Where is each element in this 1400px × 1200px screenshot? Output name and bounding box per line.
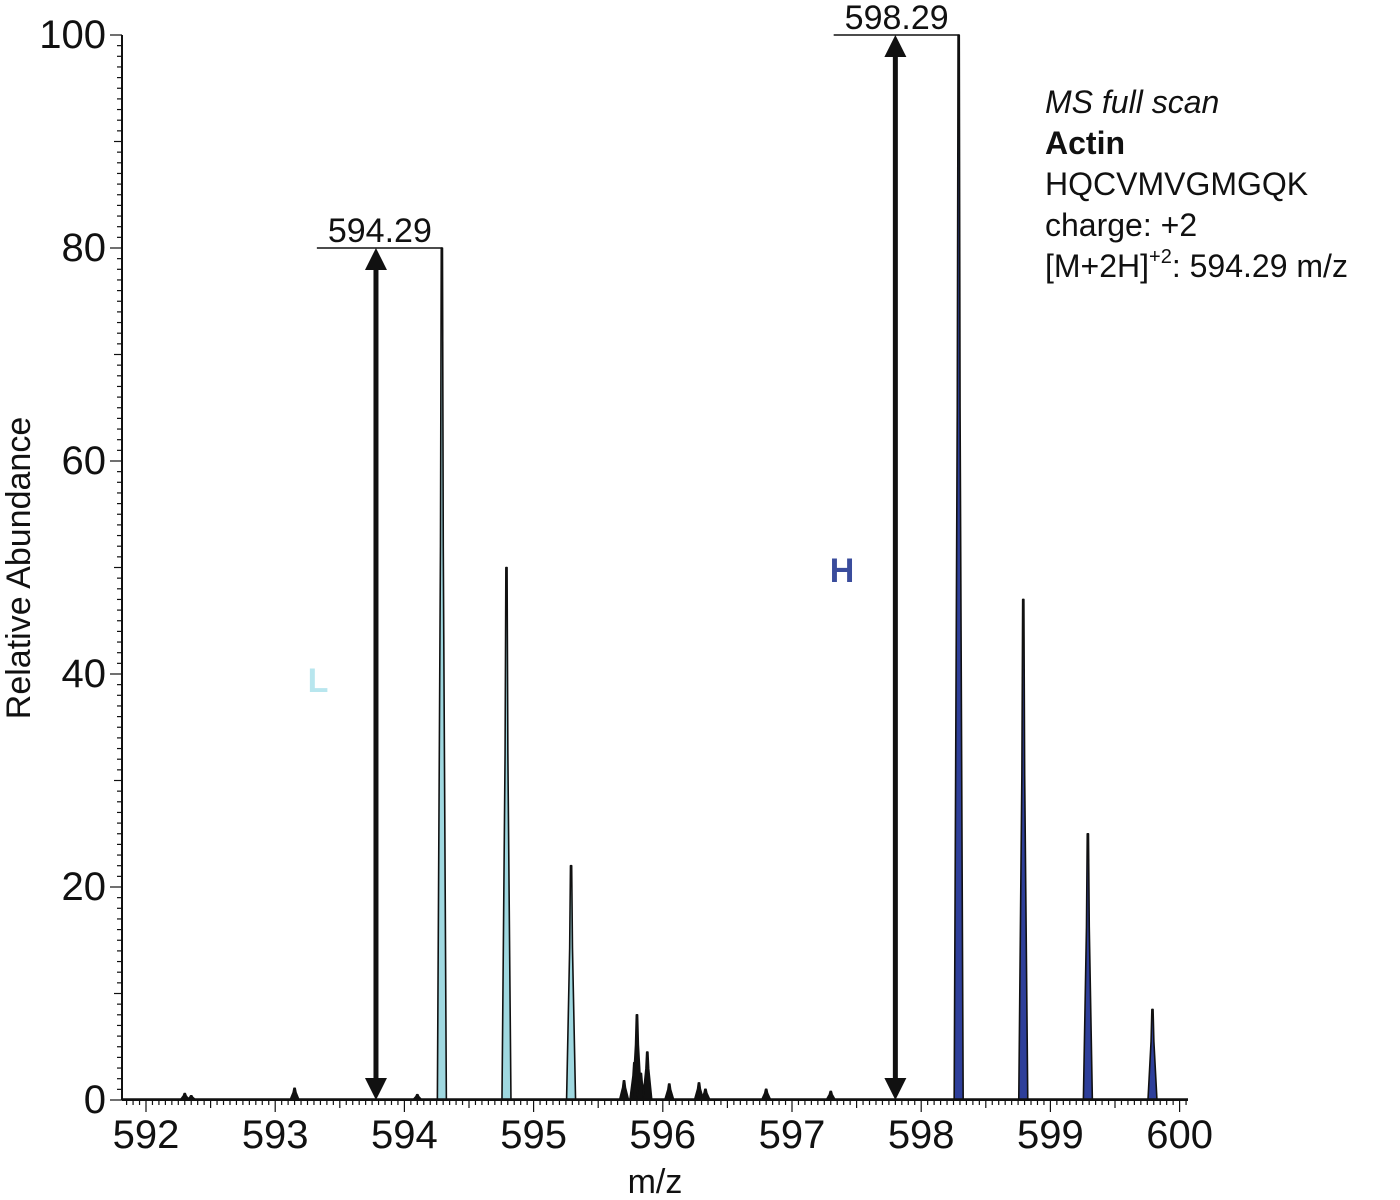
peak-label: 598.29 [845, 0, 949, 37]
peak-l [565, 864, 577, 1101]
scan-type: MS full scan [1045, 84, 1220, 120]
arrow-head-bottom [364, 1078, 387, 1100]
x-tick-label: 592 [113, 1113, 180, 1157]
minor-peak [663, 1083, 675, 1101]
isotope-peaks [122, 34, 1188, 1101]
info-box: MS full scan Actin HQCVMVGMGQK charge: +… [1045, 82, 1348, 287]
protein-name: Actin [1045, 125, 1125, 161]
peak-label: 594.29 [328, 212, 432, 250]
ion-value: : 594.29 m/z [1171, 248, 1348, 284]
minor-peak [700, 1088, 711, 1101]
axes: 0 20 40 60 80 100 592 593 594 595 596 597 598 599 600 [39, 13, 1213, 1157]
arrows [364, 35, 907, 1100]
peak-l [436, 247, 448, 1101]
x-tick-label: 595 [500, 1113, 567, 1157]
arrow-head-top [884, 35, 907, 57]
minor-peak [289, 1087, 300, 1101]
annotations: 594.29 598.29 L H [308, 0, 959, 700]
x-tick-label: 598 [888, 1113, 955, 1157]
peak-h [953, 34, 964, 1101]
arrow-head-bottom [884, 1078, 907, 1100]
y-axis-title: Relative Abundance [0, 417, 38, 719]
x-tick-label: 597 [759, 1113, 826, 1157]
y-tick-label: 60 [62, 439, 107, 483]
y-tick-label: 0 [84, 1078, 106, 1122]
ion-mz: [M+2H]+2: 594.29 m/z [1045, 246, 1348, 287]
ion-charge-sup: +2 [1149, 246, 1172, 268]
x-tick-label: 596 [629, 1113, 696, 1157]
peak-l [501, 566, 512, 1101]
peptide-sequence: HQCVMVGMGQK [1045, 166, 1309, 202]
x-tick-label: 600 [1146, 1113, 1213, 1157]
y-tick-label: 100 [39, 13, 106, 57]
minor-peak [618, 1080, 630, 1101]
series-label-h: H [830, 552, 855, 590]
y-tick-label: 20 [62, 865, 107, 909]
minor-peak [825, 1090, 837, 1101]
peak-h [1082, 832, 1094, 1101]
x-tick-label: 593 [242, 1113, 309, 1157]
x-tick-label: 594 [371, 1113, 438, 1157]
x-axis-title: m/z [628, 1163, 683, 1200]
x-tick-label: 599 [1017, 1113, 1084, 1157]
y-tick-label: 40 [62, 652, 107, 696]
y-tick-label: 80 [62, 226, 107, 270]
series-label-l: L [308, 662, 329, 700]
minor-peak [760, 1088, 772, 1101]
charge-state: charge: +2 [1045, 207, 1198, 243]
minor-peak [641, 1051, 653, 1101]
ion-prefix: [M+2H] [1045, 248, 1150, 284]
peak-h [1017, 598, 1029, 1101]
peak-h [1147, 1008, 1158, 1101]
arrow-head-top [364, 248, 387, 270]
